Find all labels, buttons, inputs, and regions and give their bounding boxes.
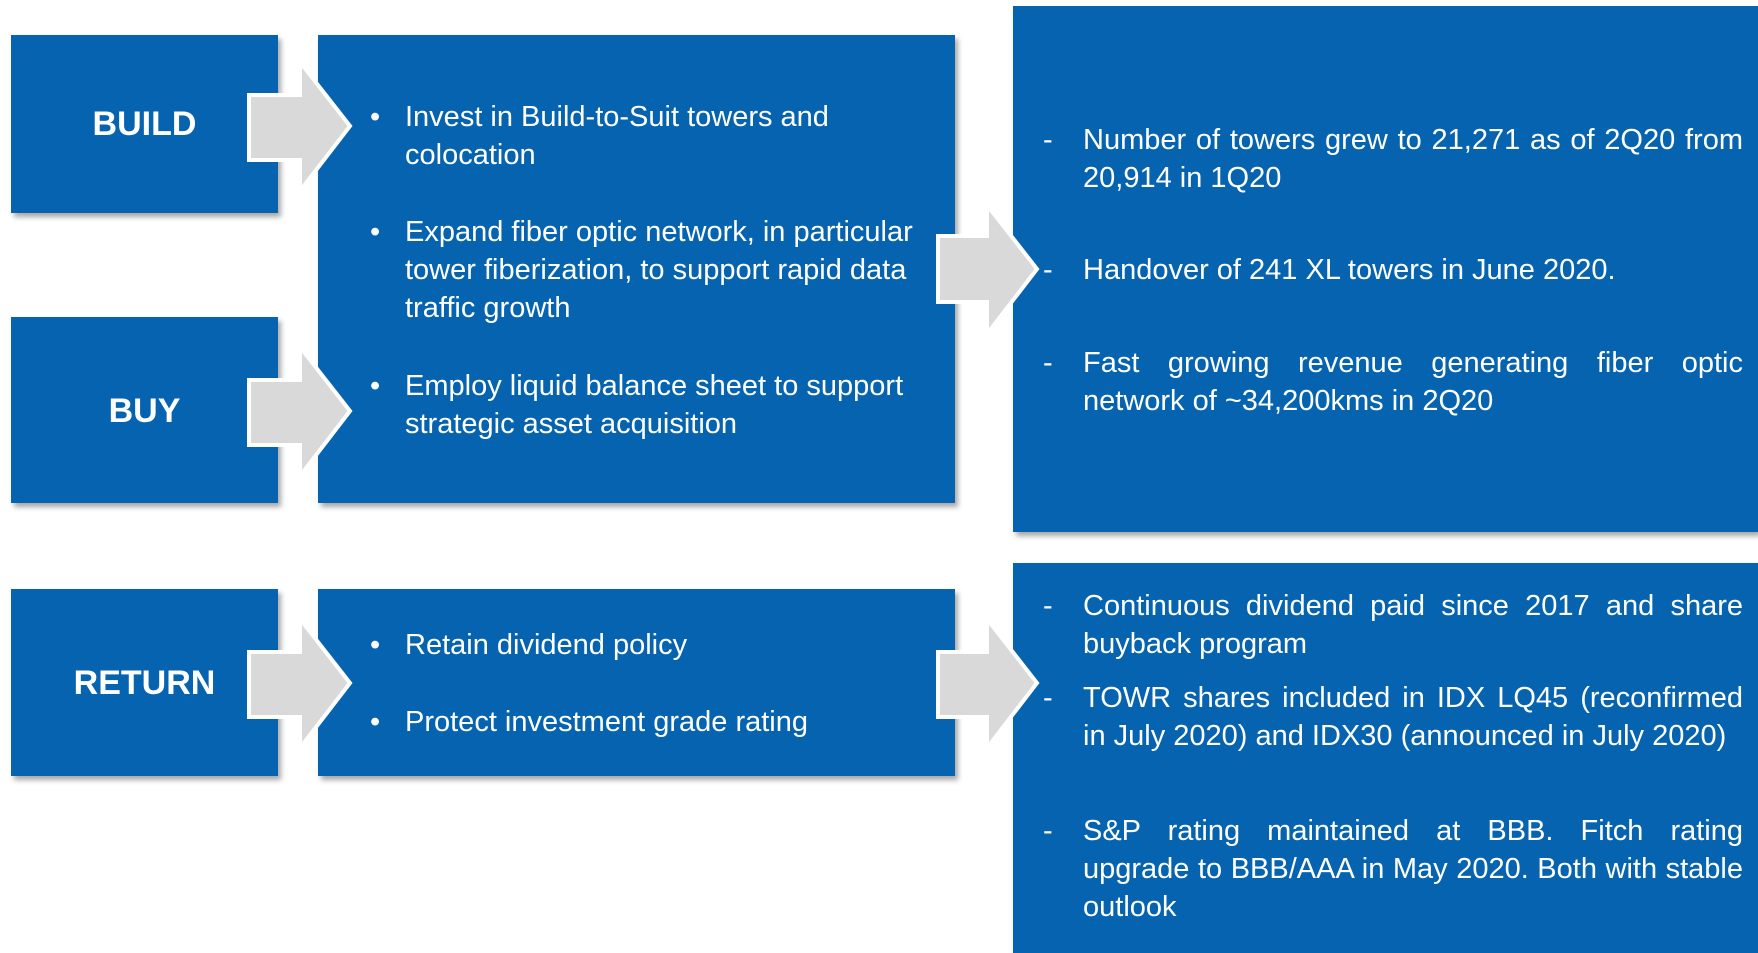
arrow	[936, 613, 1040, 754]
action-item: Expand fiber optic network, in particula…	[370, 213, 925, 327]
result-item: Continuous dividend paid since 2017 and …	[1043, 587, 1743, 663]
arrow-group	[247, 56, 1040, 754]
arrow	[247, 56, 353, 197]
return-actions-box	[318, 589, 955, 776]
action-item: Invest in Build-to-Suit towers and coloc…	[370, 98, 925, 174]
build-box	[11, 35, 278, 213]
result-item: Handover of 241 XL towers in June 2020.	[1043, 251, 1743, 289]
label: BUY	[108, 392, 181, 430]
result-item: Fast growing revenue generating fiber op…	[1043, 344, 1743, 420]
result-item: TOWR shares included in IDX LQ45 (reconf…	[1043, 679, 1743, 755]
buy-box	[11, 317, 278, 503]
arrow	[247, 613, 353, 754]
result-item: S&P rating maintained at BBB. Fitch rati…	[1043, 812, 1743, 926]
action-item: Retain dividend policy	[370, 626, 925, 664]
action-item: Employ liquid balance sheet to support s…	[370, 367, 925, 443]
arrow	[247, 341, 353, 482]
action-item: Protect investment grade rating	[370, 703, 925, 741]
label: RETURN	[73, 664, 216, 702]
arrow	[936, 199, 1040, 340]
label: BUILD	[92, 105, 197, 143]
return-box	[11, 589, 278, 776]
result-item: Number of towers grew to 21,271 as of 2Q…	[1043, 121, 1743, 197]
